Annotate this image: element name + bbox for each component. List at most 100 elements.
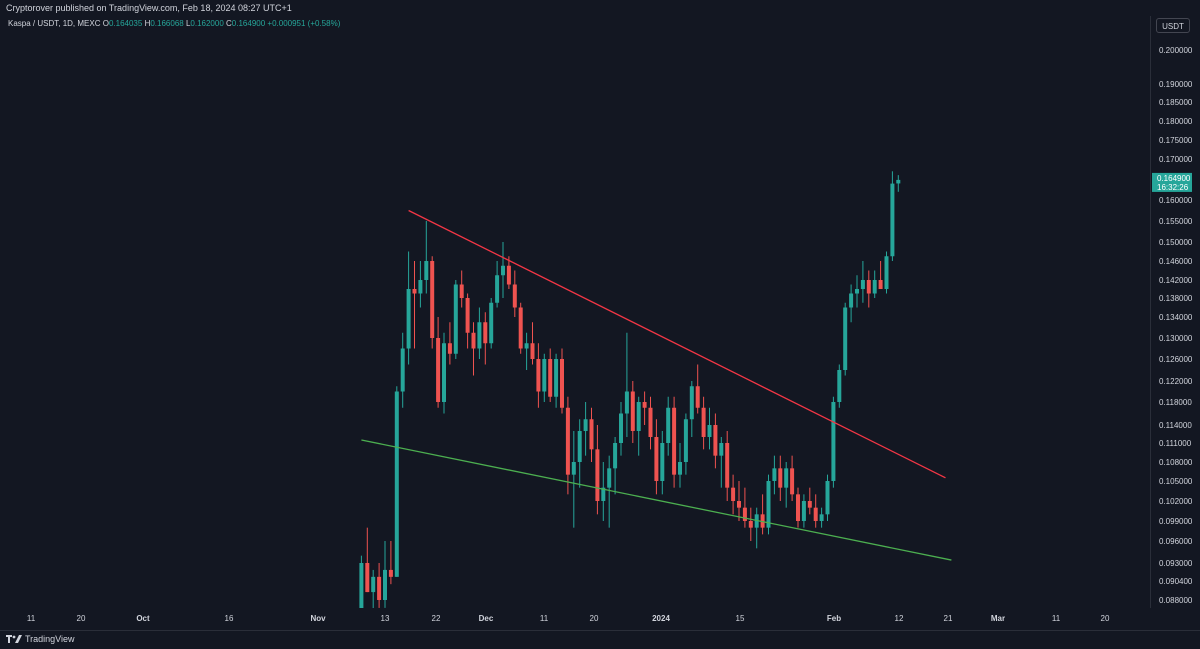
candle <box>554 353 559 408</box>
candle-body <box>731 487 736 501</box>
candle-body <box>748 521 753 528</box>
open-label: O <box>102 19 109 28</box>
candle-body <box>371 576 376 593</box>
candle <box>501 242 505 298</box>
time-tick-labels: 11 20 Oct 16 Nov 13 22 Dec 11 20 2024 15 Feb 12 21 Mar 1… <box>27 614 1110 623</box>
candle-body <box>483 322 488 344</box>
currency-button[interactable]: USDT <box>1156 18 1190 33</box>
candle <box>630 381 635 443</box>
low-label: L <box>185 19 191 28</box>
candle-body <box>849 293 854 308</box>
candle <box>654 419 659 495</box>
candle-body <box>672 407 677 475</box>
candle-body <box>642 402 647 408</box>
candle-body <box>707 425 712 437</box>
time-tick-label: 11 <box>27 614 36 623</box>
candle <box>701 396 706 450</box>
high-value: 0.166068 <box>150 19 184 28</box>
candle-body <box>560 359 564 408</box>
candle <box>530 322 535 365</box>
candle <box>388 541 393 585</box>
price-axis[interactable] <box>1150 16 1200 608</box>
candle <box>394 386 399 577</box>
candle <box>442 332 446 414</box>
resistance-trendline[interactable] <box>408 209 946 479</box>
candle-body <box>890 183 895 257</box>
time-tick-label: 2024 <box>652 614 670 623</box>
candle <box>619 402 623 456</box>
candle-body <box>400 348 405 392</box>
candle-body <box>542 359 547 392</box>
candle <box>548 348 553 402</box>
candle <box>737 481 741 521</box>
candle-body <box>477 322 482 349</box>
candle-body <box>453 284 458 354</box>
candle-body <box>383 569 387 600</box>
candle <box>583 402 588 456</box>
candle <box>660 431 665 495</box>
candle <box>837 364 842 408</box>
candle <box>495 261 500 308</box>
candle <box>560 348 564 414</box>
candle-body <box>530 343 535 359</box>
time-tick-label: 21 <box>944 614 953 623</box>
candle <box>453 280 458 359</box>
candle-body <box>607 468 612 488</box>
candle <box>459 270 464 308</box>
candle <box>807 487 812 515</box>
candle-body <box>683 419 688 462</box>
candle-body <box>577 431 582 462</box>
candle <box>377 563 382 608</box>
candle-body <box>825 481 830 515</box>
candle <box>571 431 576 528</box>
close-value: 0.164900 <box>231 19 266 28</box>
candle <box>884 251 889 294</box>
candle <box>595 425 600 515</box>
candle-body <box>636 402 641 431</box>
candle-body <box>766 481 771 528</box>
candle <box>801 494 806 528</box>
candle-body <box>388 569 393 577</box>
candle <box>689 381 694 437</box>
candle <box>872 270 877 298</box>
candle-body <box>878 280 883 289</box>
candle-body <box>742 507 747 521</box>
candle-body <box>866 280 871 294</box>
candle-body <box>754 514 759 528</box>
candle <box>636 396 641 456</box>
candle <box>648 396 653 450</box>
candle-body <box>772 468 777 481</box>
candle-body <box>837 370 842 402</box>
symbol-title[interactable]: Kaspa / USDT, 1D, MEXC <box>8 19 101 28</box>
candle-body <box>406 289 411 349</box>
candle-body <box>695 386 700 408</box>
candle-body <box>548 359 553 397</box>
support-trendline[interactable] <box>361 439 952 561</box>
tradingview-logo[interactable]: TradingView <box>6 633 75 645</box>
candle-body <box>365 563 370 593</box>
candle <box>748 507 753 541</box>
time-axis-bar[interactable] <box>0 630 1200 649</box>
candle-body <box>660 443 665 481</box>
candle <box>819 507 824 528</box>
candle-body <box>583 419 588 431</box>
candle-body <box>506 265 511 285</box>
candle <box>365 527 370 593</box>
candle <box>878 261 883 289</box>
candle-body <box>359 563 364 608</box>
candle <box>890 171 895 261</box>
candle <box>424 221 429 294</box>
candle-body <box>589 419 594 450</box>
candle-body <box>778 468 783 488</box>
candle <box>477 307 482 359</box>
candle-body <box>630 391 635 431</box>
candle <box>719 437 724 488</box>
candle <box>831 396 836 488</box>
candle-body <box>447 343 452 354</box>
candle <box>406 251 411 365</box>
candle-body <box>701 407 706 437</box>
candle <box>731 474 736 515</box>
candle-body <box>424 261 429 280</box>
candle <box>418 261 423 308</box>
